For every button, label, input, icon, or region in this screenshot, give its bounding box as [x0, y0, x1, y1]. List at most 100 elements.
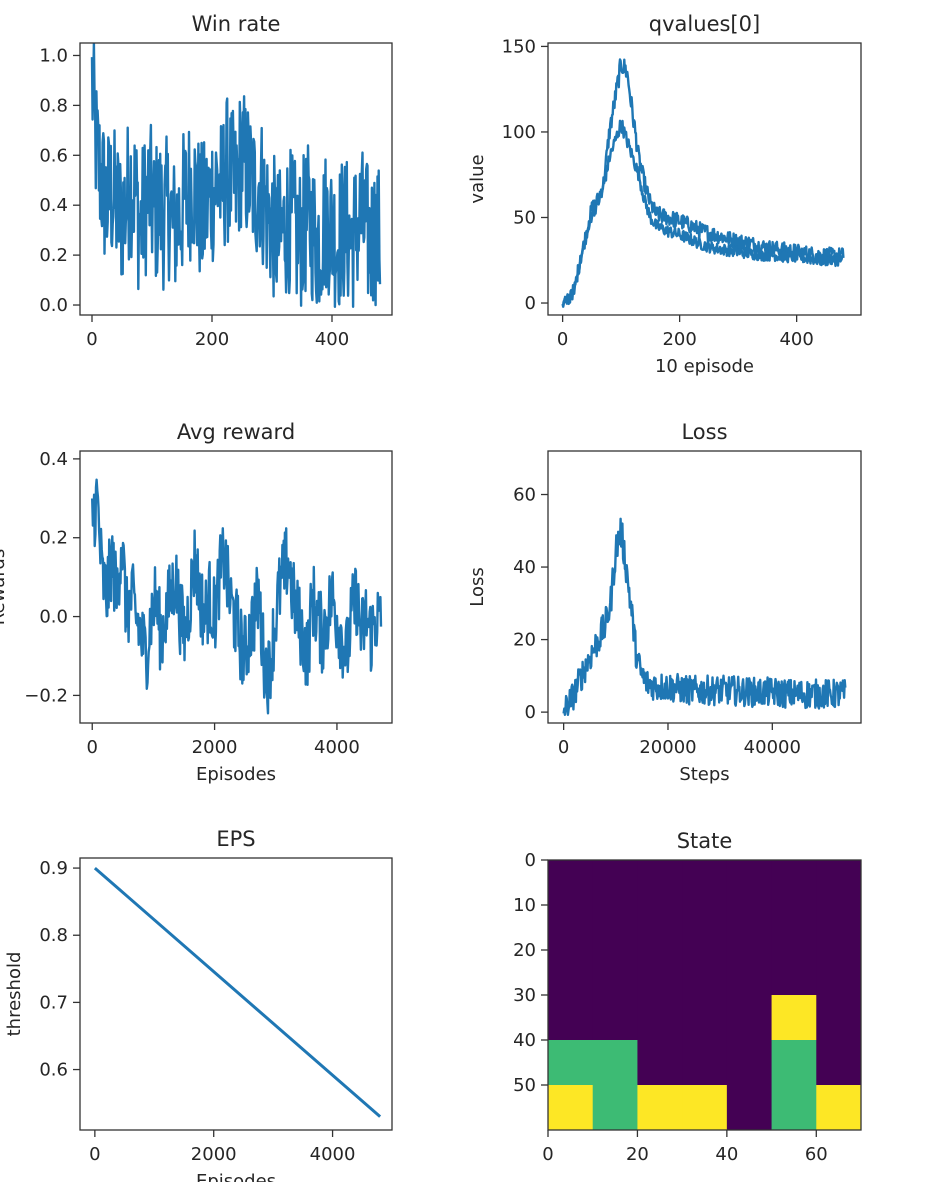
heatmap-cell: [771, 1085, 817, 1131]
x-tick-label: 60: [805, 1144, 828, 1165]
y-tick-label: 0.7: [39, 992, 68, 1013]
x-tick-label: 40: [715, 1144, 738, 1165]
chart-win-rate: Win rate 0 200 400 0.0 0.2 0.4 0.6 0.8 1.0: [39, 12, 393, 350]
y-tick-label: 10: [513, 895, 536, 916]
x-tick-label: 20000: [639, 737, 696, 758]
y-tick-label: 0.4: [39, 195, 68, 216]
heatmap-cell: [682, 860, 728, 906]
chart-title: qvalues[0]: [649, 12, 760, 36]
series-line-loss: [562, 517, 847, 716]
y-tick-label: 0.2: [39, 245, 68, 266]
heatmap-cell: [771, 950, 817, 996]
series-line-win-rate: [90, 43, 382, 308]
plot-frame: [547, 450, 862, 724]
heatmap-cell: [682, 950, 728, 996]
heatmap-cell: [726, 905, 773, 951]
chart-qvalues: qvalues[0] 10 episode value 0 200 400 0 50 10…: [467, 12, 862, 377]
y-tick-label: 40: [513, 1030, 536, 1051]
heatmap-cell: [637, 950, 683, 996]
heatmap-cell: [771, 995, 817, 1041]
x-tick-label: 4000: [310, 1144, 356, 1165]
plot-frame: [79, 450, 393, 724]
x-tick-label: 2000: [192, 737, 238, 758]
heatmap-cell: [548, 1085, 594, 1131]
y-tick-label: −0.2: [24, 685, 68, 706]
heatmap-cell: [637, 995, 683, 1041]
y-tick-label: 1.0: [39, 45, 68, 66]
heatmap-cell: [726, 1040, 773, 1086]
heatmap-cell: [592, 905, 638, 951]
heatmap-cell: [548, 995, 594, 1041]
y-tick-label: 0.2: [39, 528, 68, 549]
plot-frame: [79, 857, 393, 1131]
y-tick-label: 50: [513, 1075, 536, 1096]
heatmap-cell: [592, 1040, 638, 1086]
chart-state: State 0 20 40 60 0 10 20 30 40 50: [513, 829, 862, 1165]
y-tick-label: 0.8: [39, 95, 68, 116]
x-tick-label: 200: [195, 329, 229, 350]
heatmap-cell: [726, 950, 773, 996]
heatmap-cell: [548, 905, 594, 951]
heatmap-cell: [592, 1085, 638, 1131]
x-tick-label: 4000: [314, 737, 360, 758]
series-line-avg-reward: [91, 478, 383, 715]
series-line-threshold: [93, 866, 382, 1118]
heatmap-cell: [592, 860, 638, 906]
series-line-q2: [561, 119, 845, 306]
plot-frame: [79, 42, 393, 316]
x-tick-label: 0: [542, 1144, 553, 1165]
heatmap-cell: [682, 995, 728, 1041]
heatmap-cell: [771, 905, 817, 951]
heatmap-cell: [816, 905, 862, 951]
x-axis-label: Episodes: [196, 1171, 276, 1182]
y-tick-label: 0.6: [39, 1060, 68, 1081]
y-tick-label: 0.4: [39, 449, 68, 470]
y-tick-label: 100: [502, 122, 536, 143]
heatmap-cell: [637, 1040, 683, 1086]
y-tick-label: 60: [513, 485, 536, 506]
x-axis-label: Episodes: [196, 764, 276, 785]
x-tick-label: 0: [557, 329, 568, 350]
y-tick-label: 0: [525, 293, 536, 314]
chart-title: Loss: [681, 420, 727, 444]
heatmap-cell: [771, 860, 817, 906]
chart-title: Avg reward: [177, 420, 295, 444]
plot-frame: [547, 42, 862, 316]
y-tick-label: 0.6: [39, 145, 68, 166]
heatmap-cell: [771, 1040, 817, 1086]
heatmap-cell: [682, 905, 728, 951]
x-tick-label: 2000: [191, 1144, 237, 1165]
chart-avg-reward: Avg reward Episodes Rewards 0 2000 4000 −0.…: [0, 420, 393, 785]
y-tick-label: 0: [525, 850, 536, 871]
heatmap-cell: [637, 1085, 683, 1131]
x-tick-label: 0: [86, 329, 97, 350]
chart-title: EPS: [216, 827, 255, 851]
x-tick-label: 0: [87, 737, 98, 758]
y-axis-label: value: [467, 154, 488, 203]
heatmap-cell: [816, 860, 862, 906]
heatmap-cell: [816, 995, 862, 1041]
y-axis-label: Rewards: [0, 549, 9, 625]
x-tick-label: 0: [89, 1144, 100, 1165]
x-tick-label: 0: [558, 737, 569, 758]
x-axis-label: 10 episode: [655, 356, 754, 377]
chart-title: Win rate: [192, 12, 281, 36]
y-tick-label: 50: [513, 207, 536, 228]
chart-eps: EPS Episodes threshold 0 2000 4000 0.6 0.7 0.…: [4, 827, 393, 1182]
chart-loss: Loss Steps Loss 0 20000 40000 0 20 40 60: [467, 420, 862, 785]
x-tick-label: 400: [315, 329, 349, 350]
x-tick-label: 40000: [744, 737, 801, 758]
heatmap-cell: [816, 1085, 862, 1131]
heatmap-cell: [548, 860, 594, 906]
y-tick-label: 0.8: [39, 925, 68, 946]
heatmap-cell: [548, 950, 594, 996]
y-tick-label: 0.0: [39, 607, 68, 628]
heatmap-cell: [816, 1040, 862, 1086]
heatmap-cell: [682, 1085, 728, 1131]
x-tick-label: 400: [779, 329, 813, 350]
y-tick-label: 0.9: [39, 858, 68, 879]
heatmap-cell: [726, 995, 773, 1041]
heatmap-cell: [726, 860, 773, 906]
y-tick-label: 150: [502, 36, 536, 57]
y-tick-label: 40: [513, 557, 536, 578]
